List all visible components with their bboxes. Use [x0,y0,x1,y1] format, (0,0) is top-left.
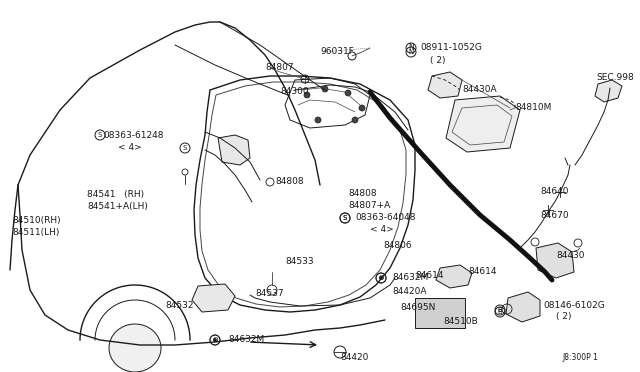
Text: 84807: 84807 [265,64,294,73]
Text: 84537: 84537 [255,289,284,298]
Ellipse shape [109,324,161,372]
Text: 84533: 84533 [285,257,314,266]
Text: 08911-1052G: 08911-1052G [420,44,482,52]
Text: < 4>: < 4> [370,225,394,234]
Text: O: O [378,275,384,281]
Text: 84632M: 84632M [392,273,428,282]
Text: < 4>: < 4> [118,144,141,153]
Text: 84532: 84532 [165,301,193,310]
Text: 84808: 84808 [348,189,376,199]
Circle shape [304,92,310,98]
Text: ( 2): ( 2) [430,55,445,64]
Text: 84695N: 84695N [400,304,435,312]
Text: 84640: 84640 [540,187,568,196]
Text: 84430: 84430 [556,250,584,260]
Text: 84430A: 84430A [462,86,497,94]
Text: 08363-61248: 08363-61248 [103,131,163,140]
Text: N: N [408,49,413,55]
Text: 84541+A(LH): 84541+A(LH) [87,202,148,212]
Text: 84541   (RH): 84541 (RH) [87,190,144,199]
Text: S: S [183,145,187,151]
Text: 84420A: 84420A [392,286,426,295]
Circle shape [214,339,216,341]
FancyBboxPatch shape [415,298,465,328]
Text: 84300: 84300 [280,87,308,96]
Text: S: S [343,215,347,221]
Polygon shape [192,284,235,312]
Text: SEC.998: SEC.998 [596,74,634,83]
Text: S: S [343,215,347,221]
Polygon shape [536,243,574,278]
Text: 84810M: 84810M [515,103,552,112]
Text: ( 2): ( 2) [556,312,572,321]
Text: N: N [408,44,414,52]
Text: 84808: 84808 [275,177,303,186]
Circle shape [322,86,328,92]
Circle shape [345,90,351,96]
Text: 08146-6102G: 08146-6102G [543,301,605,310]
Polygon shape [428,72,462,98]
Text: S: S [98,132,102,138]
Text: 84614: 84614 [468,266,497,276]
Polygon shape [506,292,540,322]
Circle shape [352,117,358,123]
Text: 84632M: 84632M [228,336,264,344]
Text: 84511(LH): 84511(LH) [12,228,60,237]
Circle shape [315,117,321,123]
Text: 08363-64048: 08363-64048 [355,214,415,222]
Text: B: B [498,307,502,313]
Text: 84614: 84614 [415,270,444,279]
Polygon shape [436,265,472,288]
Polygon shape [218,135,250,165]
Text: 84420: 84420 [340,353,369,362]
Polygon shape [595,80,622,102]
Text: 96031F: 96031F [320,48,354,57]
Text: B: B [498,309,502,315]
Text: 84807+A: 84807+A [348,202,390,211]
Circle shape [380,276,383,279]
Text: 84806: 84806 [383,241,412,250]
Polygon shape [446,96,520,152]
Text: J8:300P 1: J8:300P 1 [562,353,598,362]
Text: O: O [212,337,218,343]
Circle shape [359,105,365,111]
Text: 84670: 84670 [540,211,568,219]
Text: 84510(RH): 84510(RH) [12,215,61,224]
Text: 84510B: 84510B [443,317,477,327]
